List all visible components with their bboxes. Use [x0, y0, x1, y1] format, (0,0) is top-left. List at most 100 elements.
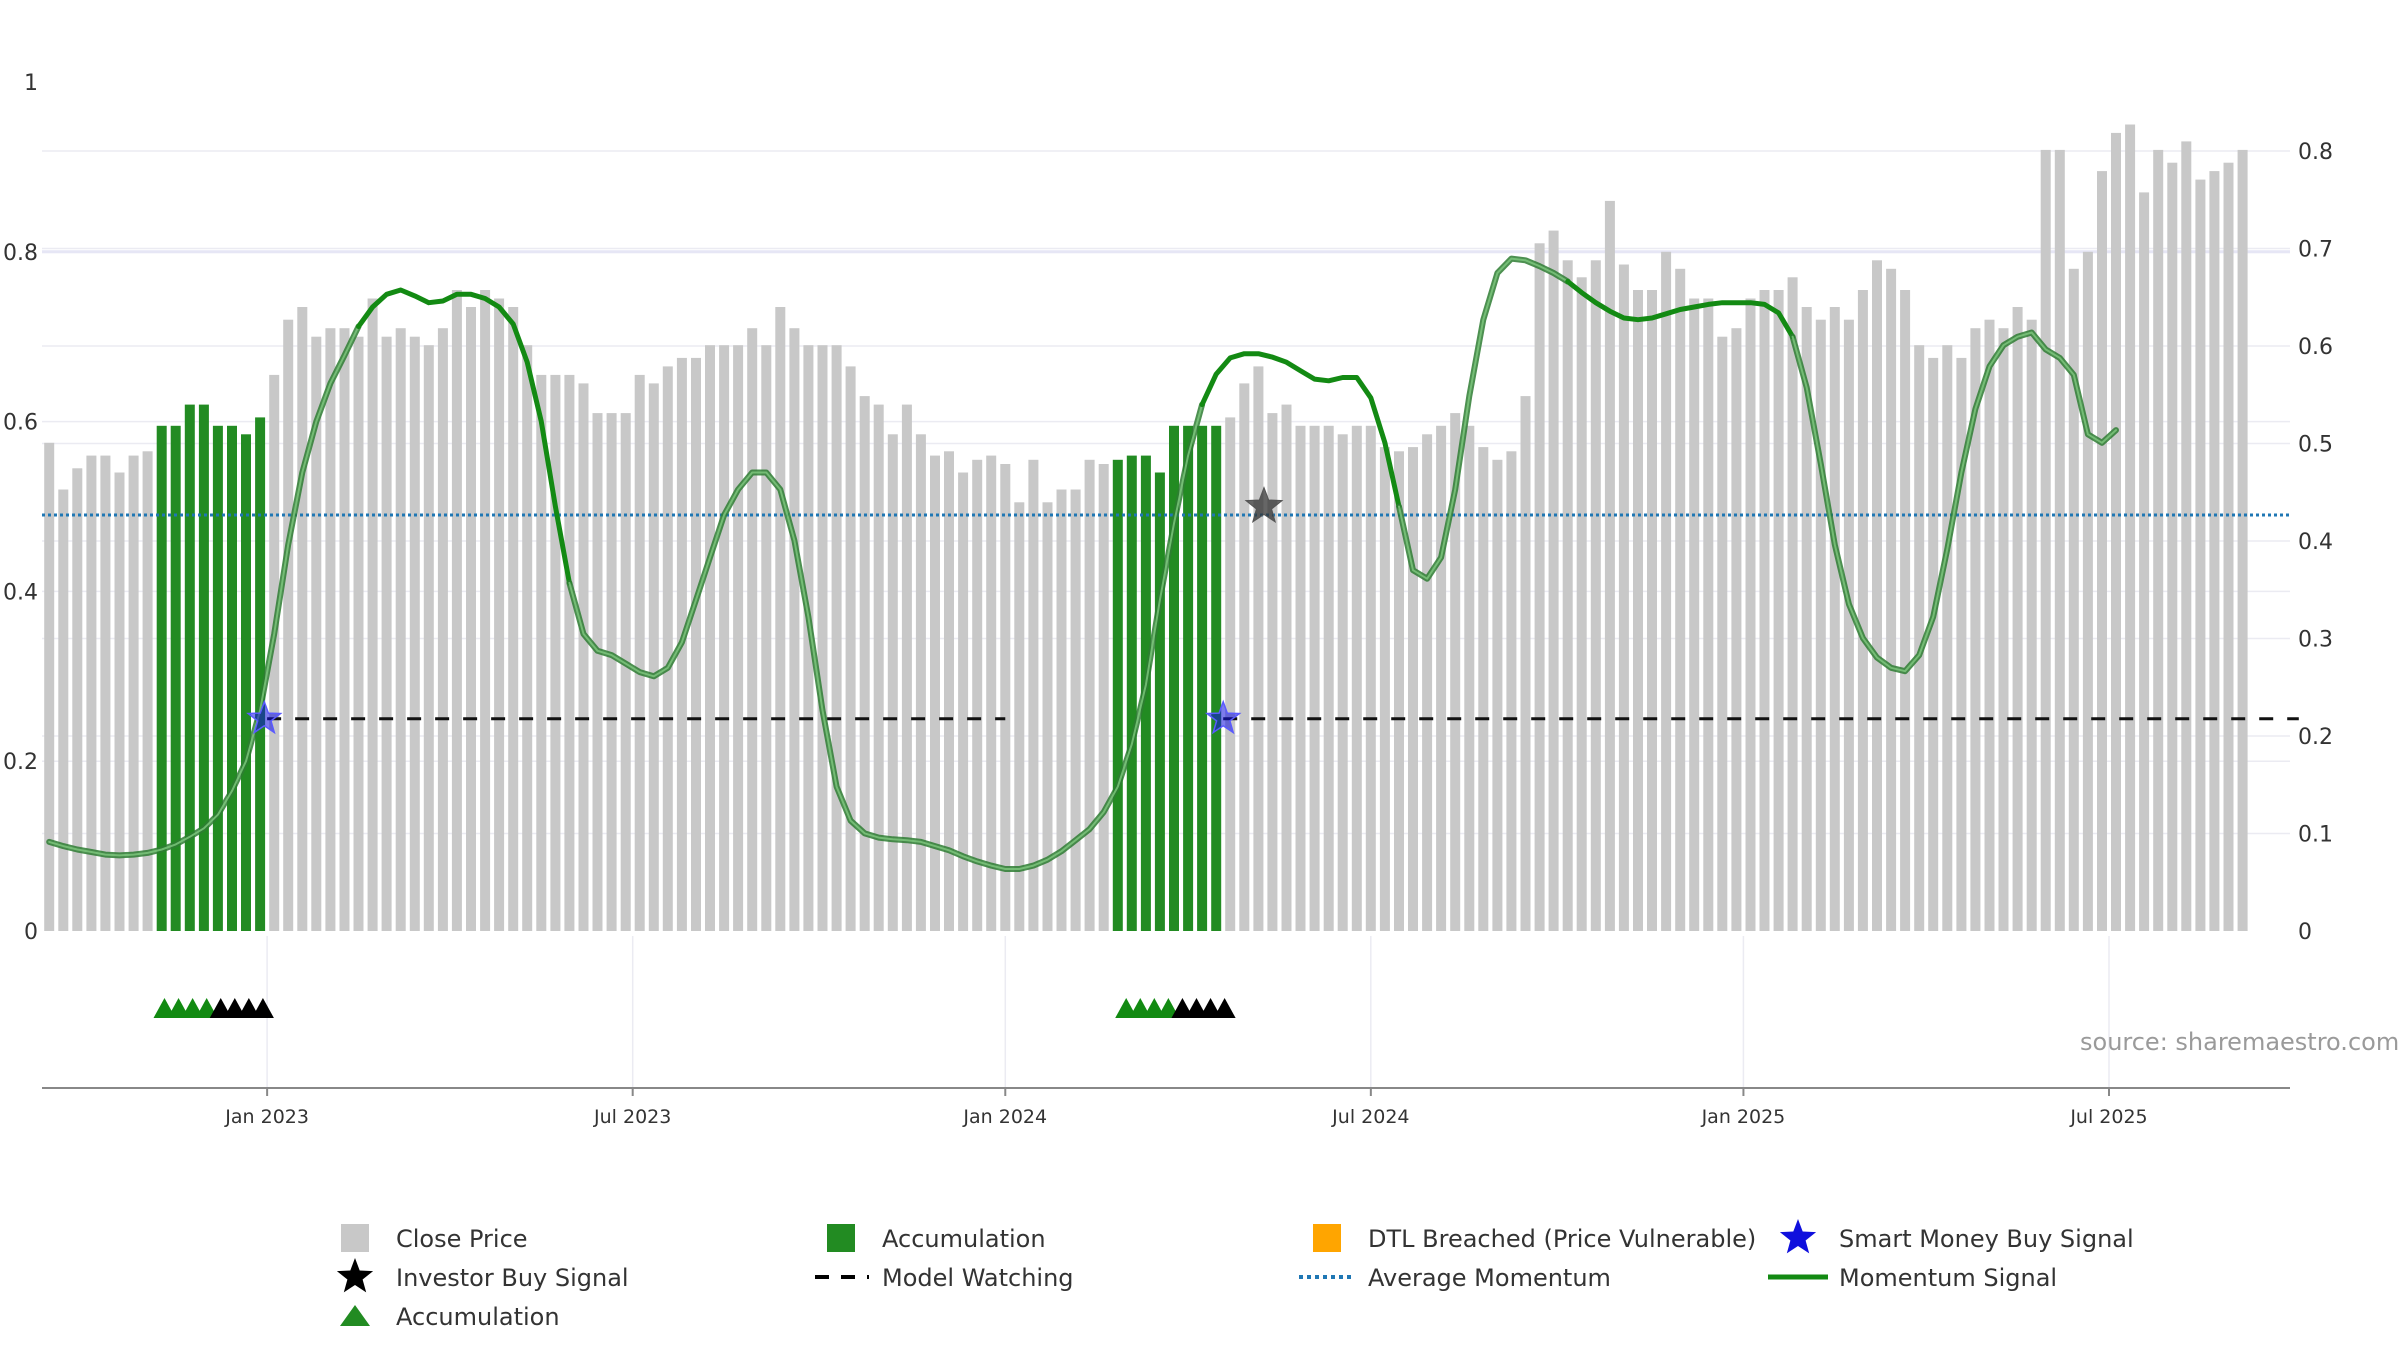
legend-swatch-accumulation: [827, 1224, 855, 1252]
close-price-bar: [1661, 251, 1672, 932]
close-price-bar: [1857, 290, 1868, 931]
close-price-bar: [1506, 451, 1517, 931]
close-price-bar: [1253, 366, 1264, 931]
legend-item: Accumulation: [827, 1224, 1046, 1253]
close-price-bar: [2139, 192, 2150, 931]
close-price-bar: [1042, 502, 1053, 931]
close-price-bar: [803, 345, 814, 931]
close-price-bar: [972, 459, 983, 931]
close-price-bar: [1323, 425, 1334, 931]
close-price-bars: [44, 124, 2248, 932]
accumulation-bar: [1183, 425, 1194, 931]
close-price-bar: [1309, 425, 1320, 931]
smart-money-buy-star: [246, 699, 283, 735]
close-price-bar: [1478, 447, 1489, 931]
close-price-bar: [761, 345, 772, 931]
close-price-bar: [1759, 290, 1770, 931]
accumulation-marker: [181, 998, 204, 1018]
left-y-tick-label: 0: [24, 920, 38, 945]
close-price-bar: [367, 298, 378, 931]
close-price-bar: [2223, 162, 2234, 931]
close-price-bar: [634, 374, 645, 931]
source-attribution: source: sharemaestro.com: [2080, 1028, 2399, 1056]
close-price-bar: [1014, 502, 1025, 931]
close-price-bar: [423, 345, 434, 931]
close-price-bar: [1717, 336, 1728, 931]
x-tick-label: Jul 2023: [593, 1106, 671, 1128]
accumulation-bar: [1211, 425, 1222, 931]
momentum-signal-line: [1199, 351, 1402, 509]
signal-markers: [153, 486, 1284, 1018]
close-price-bar: [2026, 319, 2037, 931]
right-y-tick-label: 0.7: [2298, 238, 2333, 263]
close-price-bar: [620, 413, 631, 932]
close-price-bar: [1394, 451, 1404, 931]
accumulation-bar: [198, 404, 209, 932]
close-price-bar: [494, 298, 505, 931]
right-y-tick-label: 0.3: [2298, 628, 2333, 653]
close-price-bar: [508, 307, 519, 931]
legend-swatch-dtl-breached: [1313, 1224, 1341, 1252]
accumulation-bar: [1154, 472, 1165, 931]
legend-item: Average Momentum: [1299, 1264, 1611, 1292]
accumulation-bar: [1197, 425, 1208, 931]
momentum-signal-line: [1565, 279, 1796, 340]
legend-item: Close Price: [341, 1224, 528, 1253]
close-price-bar: [1689, 298, 1700, 931]
close-price-bar: [1098, 464, 1109, 931]
close-price-bar: [1562, 260, 1573, 931]
close-price-bar: [353, 336, 364, 931]
close-price-bar: [2125, 124, 2136, 931]
close-price-bar: [901, 404, 912, 932]
legend-label: Accumulation: [396, 1303, 560, 1331]
close-price-bar: [1956, 357, 1967, 931]
close-price-bar: [1886, 268, 1897, 931]
close-price-bar: [1379, 447, 1390, 931]
close-price-bar: [1056, 489, 1067, 931]
legend-label: Smart Money Buy Signal: [1839, 1225, 2134, 1253]
close-price-bar: [831, 345, 842, 931]
close-price-bar: [522, 345, 533, 931]
close-price-bar: [2082, 251, 2093, 932]
close-price-bar: [1984, 319, 1995, 931]
close-price-bar: [2181, 141, 2192, 931]
close-price-bar: [339, 328, 350, 931]
legend-item: Momentum Signal: [1768, 1264, 2057, 1292]
x-tick-label: Jan 2024: [962, 1106, 1047, 1128]
close-price-bar: [2097, 171, 2107, 932]
momentum-signal-line-highlight: [568, 403, 1204, 870]
accumulation-bar: [1126, 455, 1137, 931]
investor-marker: [1171, 998, 1194, 1018]
close-price-bar: [2209, 171, 2220, 932]
close-price-bar: [1281, 404, 1292, 932]
right-y-tick-label: 0: [2298, 920, 2312, 945]
x-tick-label: Jul 2024: [1331, 1106, 1409, 1128]
legend-swatch-close-price: [341, 1224, 369, 1252]
close-price-bar: [915, 434, 926, 931]
accumulation-bar: [212, 425, 223, 931]
close-price-bar: [1970, 328, 1981, 931]
close-price-bar: [437, 328, 448, 931]
close-price-bar: [1928, 357, 1939, 931]
investor-marker: [1213, 998, 1236, 1018]
close-price-bar: [114, 472, 125, 931]
grid-layer: [42, 150, 2290, 1088]
close-price-bar: [1773, 290, 1784, 931]
close-price-bar: [2237, 149, 2248, 931]
momentum-signal-line-highlight: [1398, 257, 1569, 580]
close-price-bar: [550, 374, 561, 931]
close-price-bar: [873, 404, 884, 932]
close-price-bar: [2111, 132, 2121, 931]
close-price-bar: [606, 413, 617, 932]
legend-label: DTL Breached (Price Vulnerable): [1368, 1225, 1756, 1253]
close-price-bar: [986, 455, 997, 931]
close-price-bar: [297, 307, 308, 931]
accumulation-marker: [167, 998, 190, 1018]
left-y-tick-label: 0.6: [3, 411, 38, 436]
momentum-signal-line: [1789, 329, 2119, 675]
close-price-bar: [409, 336, 420, 931]
close-price-bar: [775, 307, 786, 931]
close-price-bar: [1731, 328, 1742, 931]
close-price-bar: [719, 345, 730, 931]
